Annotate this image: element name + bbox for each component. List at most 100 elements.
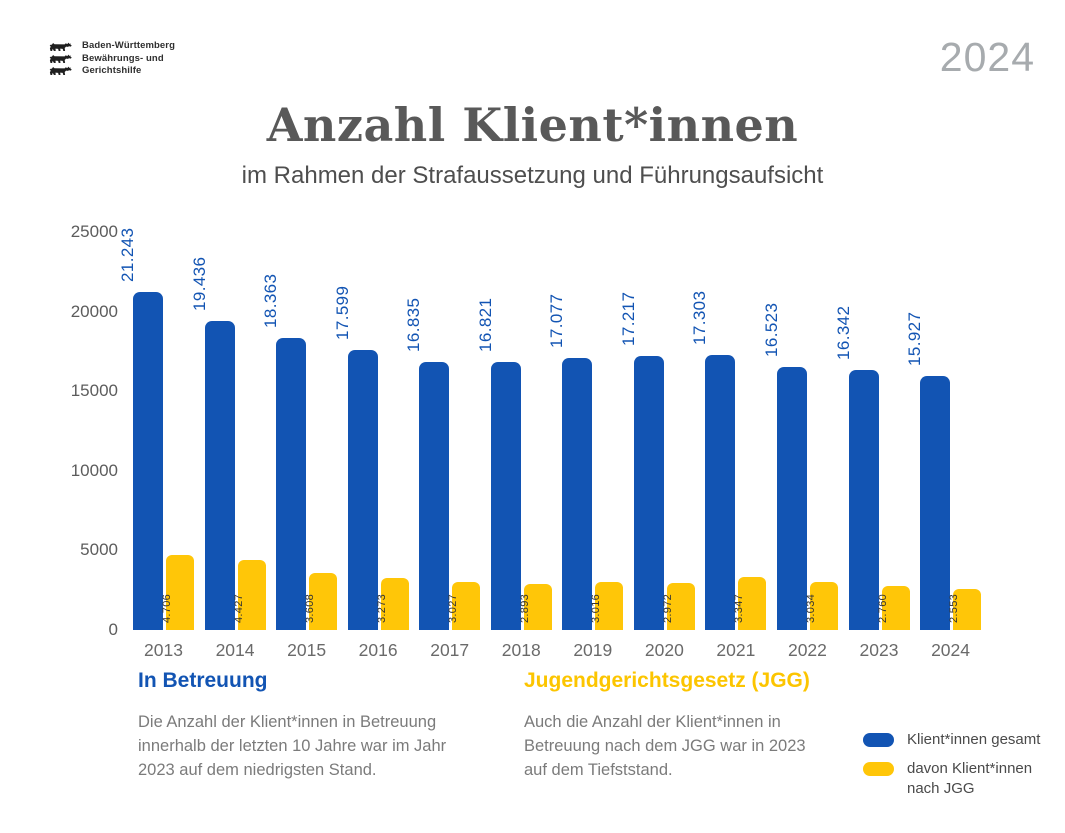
total-bar — [419, 362, 450, 630]
note-heading: In Betreuung — [138, 669, 268, 692]
bar-group: 19.436 4.427 2014 — [190, 232, 266, 660]
year-label: 2014 — [215, 640, 255, 660]
note-body: Die Anzahl der Klient*innen in Betreuung… — [138, 713, 447, 779]
total-bar — [633, 355, 664, 630]
jgg-value-label: 3.347 — [733, 593, 746, 623]
total-value-label: 17.217 — [618, 291, 638, 346]
jgg-value-label: 3.034 — [804, 593, 817, 623]
year-label: 2016 — [358, 640, 398, 660]
report-year: 2024 — [939, 34, 1035, 80]
year-label: 2013 — [144, 640, 183, 660]
total-value-label: 16.821 — [475, 297, 495, 353]
logo-text-line: Gerichtshilfe — [82, 65, 142, 76]
year-label: 2023 — [859, 640, 899, 660]
bar-group: 16.342 2.760 2023 — [834, 232, 910, 660]
bar-group: 16.821 2.893 2018 — [476, 232, 552, 660]
total-value-label: 18.363 — [261, 273, 281, 328]
year-label: 2018 — [501, 640, 541, 660]
jgg-bar — [523, 583, 552, 630]
legend-item: Klient*innen gesamt — [863, 730, 1042, 750]
jgg-bar — [809, 581, 838, 630]
y-axis: 0 5000 10000 15000 20000 25000 — [48, 222, 118, 639]
total-bar — [490, 362, 521, 630]
year-label: 2021 — [716, 640, 756, 660]
year-label: 2019 — [573, 640, 613, 660]
bar-group: 17.303 3.347 2021 — [690, 232, 767, 660]
jgg-bar — [452, 581, 481, 630]
bar-group: 17.599 3.273 2016 — [333, 232, 409, 660]
year-label: 2022 — [787, 640, 827, 660]
page-title: Anzahl Klient*innen — [266, 98, 799, 152]
year-label: 2020 — [644, 640, 684, 660]
total-value-label: 15.927 — [905, 312, 925, 367]
total-value-label: 16.835 — [404, 297, 424, 352]
jgg-value-label: 3.027 — [447, 593, 460, 623]
total-value-label: 16.523 — [761, 302, 781, 357]
plot-area: 21.243 4.706 2013 19.436 4.427 2014 18.363 3.60… — [118, 227, 985, 660]
legend-swatch-jgg — [863, 762, 894, 776]
total-bar — [347, 349, 378, 630]
year-label: 2024 — [931, 640, 971, 660]
total-bar — [133, 291, 163, 630]
note-betreuung: In Betreuung Die Anzahl der Klient*innen… — [138, 668, 458, 782]
year-label: 2017 — [430, 640, 470, 660]
jgg-value-label: 3.273 — [375, 593, 388, 623]
jgg-bar — [380, 577, 409, 630]
bar-group: 15.927 2.553 2024 — [905, 232, 982, 660]
y-tick-label: 25000 — [70, 222, 118, 241]
total-bar — [276, 337, 307, 630]
logo-text: Baden-Württemberg Bewährungs- und Gerich… — [82, 40, 175, 78]
jgg-value-label: 3.608 — [304, 593, 317, 623]
bar-group: 17.217 2.972 2020 — [619, 232, 695, 660]
legend-label: Klient*innen gesamt — [907, 731, 1041, 748]
y-tick-label: 0 — [108, 620, 118, 639]
jgg-bar — [881, 586, 910, 630]
jgg-bar — [666, 582, 695, 630]
legend-label: davon Klient*innen nach JGG — [907, 760, 1033, 797]
jgg-bar — [953, 589, 982, 630]
total-value-label: 19.436 — [189, 256, 209, 311]
y-tick-label: 15000 — [70, 381, 118, 401]
jgg-value-label: 2.893 — [518, 593, 531, 623]
jgg-value-label: 4.706 — [161, 593, 173, 623]
bw-lions-icon — [48, 40, 73, 78]
total-bar — [562, 358, 593, 630]
total-value-label: 21.243 — [118, 227, 137, 282]
total-value-label: 16.342 — [833, 305, 853, 360]
note-heading: Jugendgerichtsgesetz (JGG) — [524, 669, 810, 692]
legend-swatch-total — [863, 733, 894, 747]
logo: Baden-Württemberg Bewährungs- und Gerich… — [48, 40, 175, 78]
logo-text-line: Bewährungs- und — [82, 52, 164, 64]
jgg-bar — [237, 559, 266, 630]
y-tick-label: 20000 — [70, 301, 118, 321]
y-tick-label: 10000 — [70, 460, 118, 480]
legend-item: davon Klient*innen nach JGG — [863, 759, 1042, 799]
jgg-value-label: 2.553 — [948, 593, 961, 623]
note-body: Auch die Anzahl der Klient*innen in Betr… — [524, 713, 806, 779]
total-bar — [705, 354, 736, 630]
total-bar — [776, 367, 807, 630]
note-jgg: Jugendgerichtsgesetz (JGG) Auch die Anza… — [524, 668, 824, 782]
jgg-bar — [595, 582, 624, 630]
jgg-bar — [166, 555, 194, 630]
total-bar — [848, 369, 879, 630]
total-bar — [920, 376, 951, 630]
bar-group: 17.077 3.016 2019 — [547, 232, 624, 660]
legend: Klient*innen gesamt davon Klient*innen n… — [863, 730, 1042, 799]
bar-group: 16.523 3.034 2022 — [762, 232, 838, 660]
page-subtitle: im Rahmen der Strafaussetzung und Führun… — [241, 162, 824, 189]
year-label: 2015 — [287, 640, 327, 660]
total-value-label: 17.077 — [547, 293, 567, 349]
total-value-label: 17.599 — [332, 285, 352, 340]
jgg-bar — [738, 576, 767, 630]
bar-group: 16.835 3.027 2017 — [404, 232, 481, 660]
jgg-value-label: 2.972 — [661, 593, 674, 623]
jgg-value-label: 2.760 — [876, 593, 889, 623]
jgg-bar — [309, 572, 338, 630]
logo-text-line: Baden-Württemberg — [82, 40, 176, 51]
total-bar — [204, 320, 235, 630]
bar-group: 18.363 3.608 2015 — [261, 232, 338, 660]
jgg-value-label: 4.427 — [232, 593, 245, 623]
y-tick-label: 5000 — [80, 540, 118, 560]
